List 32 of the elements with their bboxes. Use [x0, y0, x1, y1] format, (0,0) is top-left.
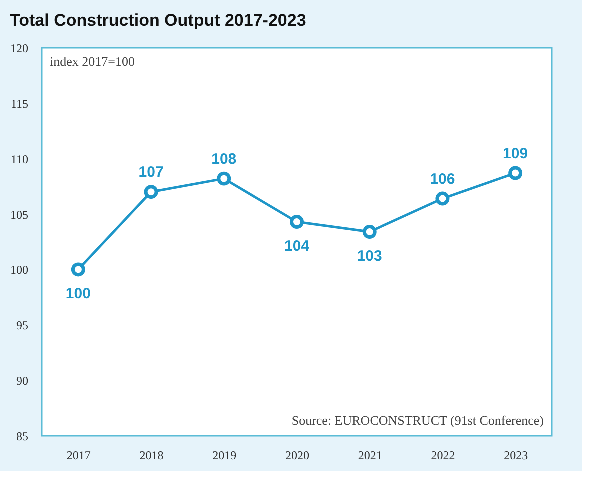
point	[362, 225, 377, 240]
x-tick-label: 2022	[431, 448, 456, 462]
y-tick-label: 120	[10, 42, 28, 56]
point	[71, 262, 86, 277]
y-tick-label: 90	[16, 374, 28, 388]
x-tick-label: 2017	[66, 448, 91, 462]
data-label: 107	[138, 164, 164, 182]
x-tick-label: 2023	[504, 448, 528, 462]
y-tick-label: 115	[10, 96, 28, 111]
data-label: 100	[66, 286, 91, 303]
annotation: Source: EUROCONSTRUCT (91st Conference)	[292, 413, 544, 428]
x-tick-label: 2019	[212, 448, 237, 462]
point	[144, 185, 158, 200]
x-tick-label: 2021	[358, 448, 382, 462]
y-tick-label: 100	[10, 263, 28, 278]
data-label: 109	[503, 145, 528, 162]
x-tick-label: 2020	[286, 448, 310, 462]
y-tick-label: 110	[10, 152, 28, 166]
point	[508, 166, 523, 180]
data-label: 103	[357, 248, 382, 266]
point	[290, 215, 304, 230]
y-tick-label: 105	[10, 208, 28, 222]
data-label: 108	[212, 150, 237, 168]
x-tick-label: 2018	[140, 448, 164, 462]
y-tick-label: 95	[16, 318, 28, 333]
point	[217, 172, 232, 186]
point	[436, 192, 450, 206]
data-label: 106	[430, 170, 456, 188]
y-tick-label: 85	[16, 430, 28, 444]
annotation: index 2017=100	[50, 54, 135, 69]
data-label: 104	[284, 238, 310, 256]
chart-title: Total Construction Output 2017-2023	[10, 11, 306, 30]
